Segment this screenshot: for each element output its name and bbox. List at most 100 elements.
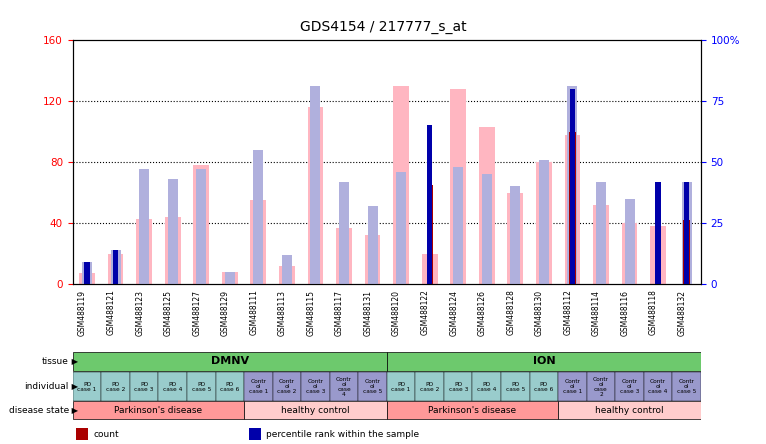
Bar — [368, 206, 378, 284]
Bar — [159, 372, 187, 401]
Bar — [196, 170, 206, 284]
Bar — [673, 372, 701, 401]
Bar — [587, 372, 615, 401]
Text: Contr
ol
case 4: Contr ol case 4 — [648, 379, 668, 394]
Text: healthy control: healthy control — [281, 406, 350, 415]
Bar — [558, 372, 587, 401]
Bar — [396, 172, 406, 284]
Bar — [624, 199, 634, 284]
Bar — [565, 135, 581, 284]
Bar — [615, 372, 643, 401]
Text: PD
case 3: PD case 3 — [449, 381, 468, 392]
Text: GSM488120: GSM488120 — [392, 289, 401, 336]
Text: PD
case 4: PD case 4 — [477, 381, 496, 392]
Bar — [110, 250, 120, 284]
Text: PD
case 6: PD case 6 — [220, 381, 240, 392]
Text: ▶: ▶ — [69, 382, 78, 391]
Text: Contr
ol
case
2: Contr ol case 2 — [593, 377, 609, 396]
Text: GSM488129: GSM488129 — [221, 289, 230, 336]
Text: Contr
ol
case 5: Contr ol case 5 — [363, 379, 382, 394]
Bar — [453, 167, 463, 284]
Bar — [301, 372, 329, 401]
Bar — [365, 235, 381, 284]
Text: ▶: ▶ — [69, 357, 78, 366]
Bar — [168, 179, 178, 284]
Bar — [244, 372, 273, 401]
Bar — [536, 162, 552, 284]
Text: Parkinson's disease: Parkinson's disease — [428, 406, 516, 415]
Bar — [215, 372, 244, 401]
Bar — [507, 193, 523, 284]
Text: PD
case 1: PD case 1 — [391, 381, 411, 392]
Bar — [165, 217, 181, 284]
Bar — [139, 170, 149, 284]
Text: healthy control: healthy control — [595, 406, 664, 415]
Bar — [479, 127, 495, 284]
Text: GSM488130: GSM488130 — [535, 289, 544, 336]
Text: Contr
ol
case 5: Contr ol case 5 — [677, 379, 696, 394]
Text: PD
case 4: PD case 4 — [163, 381, 182, 392]
Text: Contr
ol
case 2: Contr ol case 2 — [277, 379, 296, 394]
Bar — [113, 250, 118, 284]
Bar — [358, 372, 387, 401]
Bar — [684, 182, 689, 284]
Bar — [273, 372, 301, 401]
Bar — [387, 372, 415, 401]
Bar — [222, 272, 237, 284]
Text: PD
case 2: PD case 2 — [420, 381, 440, 392]
Text: PD
case 1: PD case 1 — [77, 381, 97, 392]
Text: Contr
ol
case 3: Contr ol case 3 — [620, 379, 639, 394]
Bar — [538, 160, 549, 284]
Bar — [596, 182, 606, 284]
Bar — [415, 372, 444, 401]
Bar — [73, 352, 387, 371]
Bar — [282, 255, 292, 284]
Bar — [593, 205, 609, 284]
Bar — [569, 131, 575, 284]
Text: individual: individual — [25, 382, 69, 391]
Bar — [387, 401, 558, 419]
Bar — [427, 126, 432, 284]
Bar — [224, 272, 235, 284]
Text: GSM488111: GSM488111 — [250, 289, 258, 336]
Bar — [339, 182, 349, 284]
Text: GSM488124: GSM488124 — [449, 289, 458, 336]
Bar — [82, 262, 92, 284]
Bar — [101, 372, 130, 401]
Bar — [510, 186, 520, 284]
Bar — [244, 401, 387, 419]
Text: PD
case 5: PD case 5 — [192, 381, 211, 392]
Bar — [568, 87, 578, 284]
Bar — [558, 401, 701, 419]
Bar — [248, 428, 260, 440]
Text: GSM488115: GSM488115 — [306, 289, 316, 336]
Bar — [187, 372, 215, 401]
Text: PD
case 6: PD case 6 — [534, 381, 554, 392]
Bar — [393, 86, 409, 284]
Bar — [444, 372, 473, 401]
Text: GSM488127: GSM488127 — [192, 289, 201, 336]
Bar — [279, 266, 295, 284]
Bar — [450, 89, 466, 284]
Bar — [682, 182, 692, 284]
Bar — [136, 218, 152, 284]
Bar — [254, 150, 264, 284]
Text: GSM488123: GSM488123 — [135, 289, 144, 336]
Bar — [73, 372, 101, 401]
Text: GSM488112: GSM488112 — [564, 289, 572, 336]
Bar — [310, 87, 320, 284]
Bar — [656, 182, 660, 284]
Bar — [622, 223, 637, 284]
Bar — [193, 165, 209, 284]
Text: GSM488121: GSM488121 — [106, 289, 116, 336]
Bar — [77, 428, 88, 440]
Bar — [84, 262, 90, 284]
Text: count: count — [93, 430, 119, 439]
Text: GSM488122: GSM488122 — [421, 289, 430, 336]
Bar — [308, 107, 323, 284]
Bar — [130, 372, 159, 401]
Bar — [250, 200, 267, 284]
Bar — [427, 185, 433, 284]
Text: GSM488128: GSM488128 — [506, 289, 516, 336]
Text: GSM488116: GSM488116 — [620, 289, 630, 336]
